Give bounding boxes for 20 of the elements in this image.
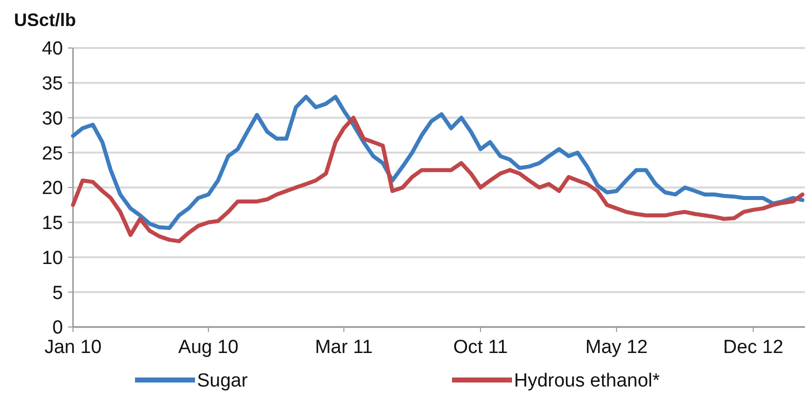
x-tick-label: Dec 12 [723, 337, 784, 358]
legend-label: Hydrous ethanol* [514, 370, 660, 392]
y-tick-label: 10 [42, 248, 63, 269]
y-tick-label: 35 [42, 74, 63, 95]
y-axis-title: USct/lb [14, 10, 76, 30]
y-tick-label: 20 [42, 178, 63, 200]
y-tick-label: 25 [42, 143, 63, 164]
y-tick-label: 40 [42, 38, 63, 60]
x-tick-label: Oct 11 [453, 337, 508, 358]
line-series [71, 94, 804, 230]
y-tick-label: 5 [52, 282, 63, 304]
x-tick-label: Mar 11 [314, 337, 373, 358]
y-tick-label: 15 [42, 213, 63, 234]
line-series [71, 116, 804, 244]
x-tick-label: Aug 10 [178, 337, 239, 358]
x-tick-label: May 12 [585, 337, 648, 358]
x-tick-label: Jan 10 [44, 337, 102, 358]
legend-label: Sugar [197, 370, 248, 392]
y-tick-label: 0 [52, 318, 63, 339]
y-tick-label: 30 [42, 108, 63, 130]
